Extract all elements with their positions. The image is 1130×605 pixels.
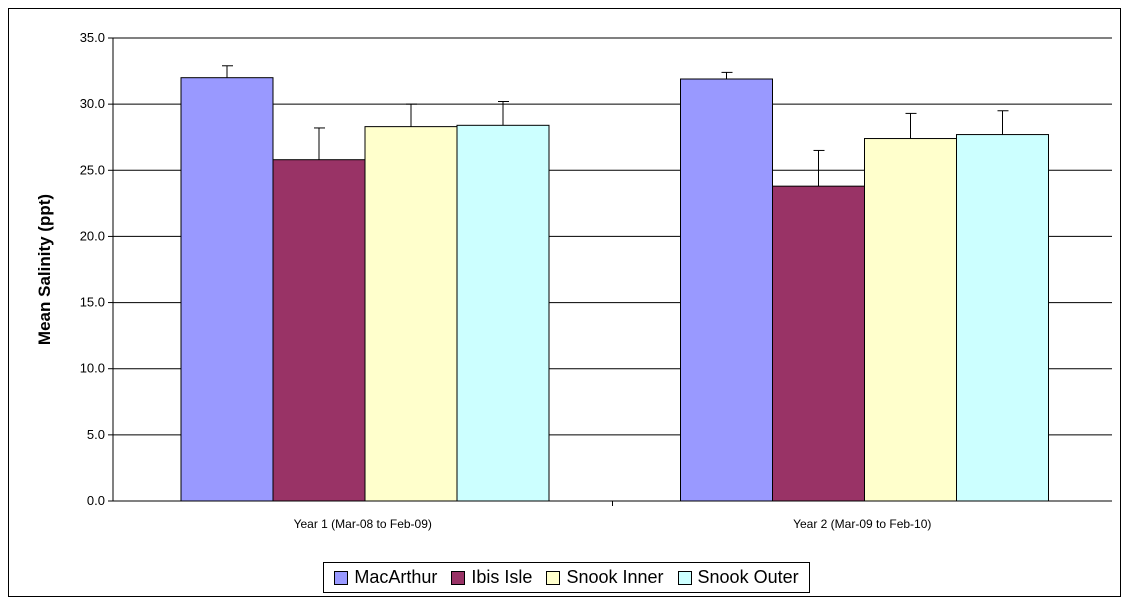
bar-snook-outer — [956, 134, 1049, 502]
bar-ibis-isle — [772, 185, 865, 502]
y-tick-label: 15.0 — [80, 295, 105, 310]
legend-item: MacArthur — [334, 567, 437, 588]
legend-label: MacArthur — [354, 567, 438, 587]
bar-macarthur — [680, 78, 773, 502]
bar-snook-outer — [456, 124, 550, 502]
legend-swatch — [334, 570, 349, 585]
y-tick-label: 30.0 — [80, 96, 105, 111]
bar-snook-inner — [864, 138, 957, 502]
legend-item: Snook Outer — [677, 567, 799, 588]
y-tick-label: 0.0 — [87, 493, 105, 508]
legend: MacArthur Ibis Isle Snook Inner Snook Outer — [323, 562, 810, 593]
y-tick-label: 5.0 — [87, 427, 105, 442]
x-category-label: Year 2 (Mar-09 to Feb-10) — [793, 517, 931, 531]
y-tick-label: 25.0 — [80, 162, 105, 177]
legend-item: Ibis Isle — [451, 567, 532, 588]
legend-label: Snook Inner — [566, 567, 664, 587]
legend-label: Ibis Isle — [471, 567, 533, 587]
legend-item: Snook Inner — [546, 567, 664, 588]
bar-snook-inner — [364, 126, 458, 502]
bar-macarthur — [180, 77, 274, 502]
bar-ibis-isle — [272, 159, 366, 502]
legend-swatch — [546, 570, 561, 585]
legend-swatch — [451, 570, 466, 585]
y-tick-label: 35.0 — [80, 30, 105, 45]
legend-swatch — [677, 570, 692, 585]
legend-label: Snook Outer — [697, 567, 799, 587]
y-axis-title: Mean Salinity (ppt) — [35, 194, 54, 345]
y-tick-label: 20.0 — [80, 228, 105, 243]
x-category-label: Year 1 (Mar-08 to Feb-09) — [294, 517, 432, 531]
y-tick-label: 10.0 — [80, 361, 105, 376]
